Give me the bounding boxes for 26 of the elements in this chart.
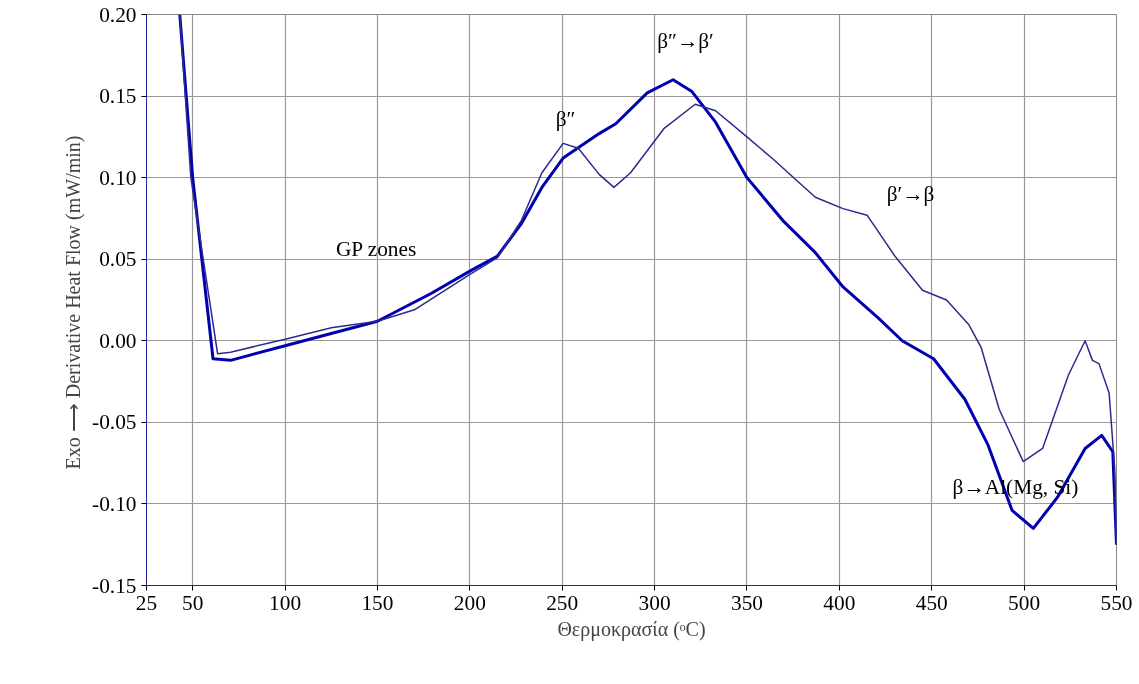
- y-axis-title: Exo ⟶ Derivative Heat Flow (mW/min): [62, 135, 86, 470]
- y-tick-label: 0.05: [99, 247, 137, 272]
- x-tick-label: 50: [182, 590, 204, 615]
- y-tick-label: 0.15: [99, 84, 137, 109]
- y-tick-label: -0.15: [92, 573, 137, 598]
- y-tick-label: -0.05: [92, 410, 137, 435]
- x-tick-label: 300: [638, 590, 671, 615]
- annotation: β′→β: [886, 181, 935, 206]
- x-tick-label: 500: [1008, 590, 1041, 615]
- y-tick-label: 0.10: [99, 165, 137, 190]
- y-tick-label: -0.10: [92, 491, 137, 516]
- x-axis-title: Θερμοκρασία (ᵒC): [557, 617, 706, 641]
- annotation: GP zones: [335, 236, 417, 261]
- x-tick-label: 550: [1100, 590, 1133, 615]
- x-tick-label: 400: [823, 590, 856, 615]
- x-tick-label: 25: [135, 590, 158, 615]
- x-tick-label: 450: [915, 590, 948, 615]
- y-tick-label: 0.20: [99, 2, 137, 27]
- y-tick-label: 0.00: [99, 328, 137, 353]
- x-tick-label: 200: [453, 590, 486, 615]
- x-tick-label: 350: [730, 590, 763, 615]
- x-tick-label: 150: [361, 590, 394, 615]
- annotation: β″→β′: [657, 28, 714, 53]
- annotation: β″: [555, 106, 576, 131]
- x-tick-label: 250: [546, 590, 579, 615]
- x-tick-label: 100: [269, 590, 302, 615]
